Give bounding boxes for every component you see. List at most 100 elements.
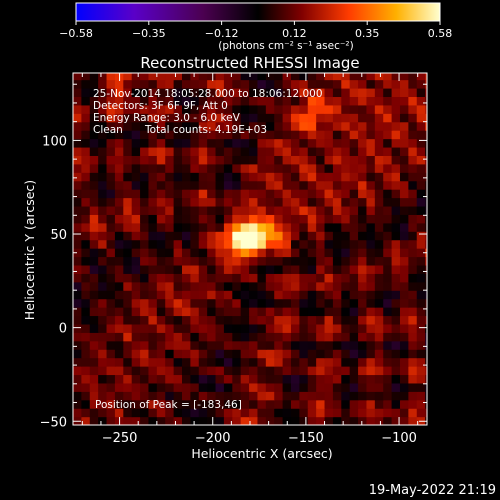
heatmap-cell [165,315,175,325]
heatmap-cell [190,163,200,173]
heatmap-cell [374,273,384,283]
heatmap-cell [416,323,426,333]
heatmap-cell [148,96,158,106]
heatmap-cell [173,391,183,401]
heatmap-cell [274,357,284,367]
heatmap-cell [198,248,208,258]
heatmap-cell [240,197,250,207]
heatmap-cell [106,222,116,232]
heatmap-cell [165,374,175,384]
heatmap-cell [257,146,267,156]
heatmap-cell [307,231,317,241]
heatmap-cell [223,382,233,392]
heatmap-cell [198,382,208,392]
heatmap-cell [249,146,259,156]
heatmap-cell [98,104,108,114]
heatmap-cell [290,408,300,418]
heatmap-cell [148,298,158,308]
heatmap-cell [131,155,141,165]
heatmap-cell [408,222,418,232]
heatmap-cell [408,79,418,89]
heatmap-cell [341,130,351,140]
heatmap-cell [358,264,368,274]
heatmap-cell [358,315,368,325]
heatmap-cell [316,349,326,359]
heatmap-cell [349,298,359,308]
heatmap-cell [416,146,426,156]
heatmap-cell [299,408,309,418]
heatmap-cell [131,332,141,342]
heatmap-cell [173,155,183,165]
heatmap-cell [425,222,427,232]
heatmap-cell [391,298,401,308]
heatmap-cell [123,391,133,401]
heatmap-cell [383,366,393,376]
heatmap-cell [165,73,175,81]
heatmap-cell [316,222,326,232]
heatmap-cell [98,298,108,308]
heatmap-cell [123,374,133,384]
heatmap-cell [257,214,267,224]
heatmap-cell [140,222,150,232]
heatmap-cell [282,416,292,425]
heatmap-cell [383,382,393,392]
heatmap-cell [358,87,368,98]
heatmap-cell [307,290,317,300]
heatmap-cell [391,374,401,384]
heatmap-cell [358,239,368,249]
heatmap-cell [399,96,409,106]
heatmap-cell [89,231,99,241]
heatmap-cell [240,163,250,173]
heatmap-cell [223,172,233,182]
heatmap-cell [425,357,427,367]
heatmap-cell [324,130,334,140]
heatmap-cell [198,155,208,165]
heatmap-cell [131,340,141,350]
heatmap-cell [89,340,99,350]
heatmap-cell [307,408,317,418]
heatmap-cell [232,197,242,207]
heatmap-cell [307,79,317,89]
heatmap-cell [81,87,91,98]
heatmap-cell [391,340,401,350]
heatmap-cell [391,307,401,317]
heatmap-cell [223,315,233,325]
heatmap-cell [98,281,108,291]
heatmap-cell [316,264,326,274]
heatmap-cell [265,214,275,224]
heatmap-cell [73,121,82,131]
heatmap-cell [156,163,166,173]
heatmap-cell [240,382,250,392]
heatmap-cell [131,113,141,123]
heatmap-cell [156,408,166,418]
heatmap-cell [165,163,175,173]
heatmap-cell [114,264,124,274]
heatmap-cell [223,87,233,98]
footer-timestamp: 19-May-2022 21:19 [369,483,496,498]
heatmap-cell [223,222,233,232]
heatmap-cell [249,382,259,392]
heatmap-cell [274,180,284,190]
heatmap-cell [257,349,267,359]
heatmap-cell [416,155,426,165]
heatmap-cell [290,172,300,182]
heatmap-cell [425,197,427,207]
heatmap-cell [223,357,233,367]
heatmap-cell [232,349,242,359]
heatmap-cell [81,79,91,89]
heatmap-cell [282,399,292,409]
heatmap-cell [207,180,217,190]
heatmap-cell [316,146,326,156]
heatmap-cell [207,104,217,114]
heatmap-cell [232,332,242,342]
heatmap-cell [131,408,141,418]
heatmap-cell [165,307,175,317]
heatmap-cell [316,155,326,165]
heatmap-cell [416,374,426,384]
heatmap-cell [290,307,300,317]
heatmap-cell [391,96,401,106]
heatmap-cell [425,256,427,266]
heatmap-cell [257,121,267,131]
heatmap-cell [148,146,158,156]
heatmap-cell [173,189,183,199]
